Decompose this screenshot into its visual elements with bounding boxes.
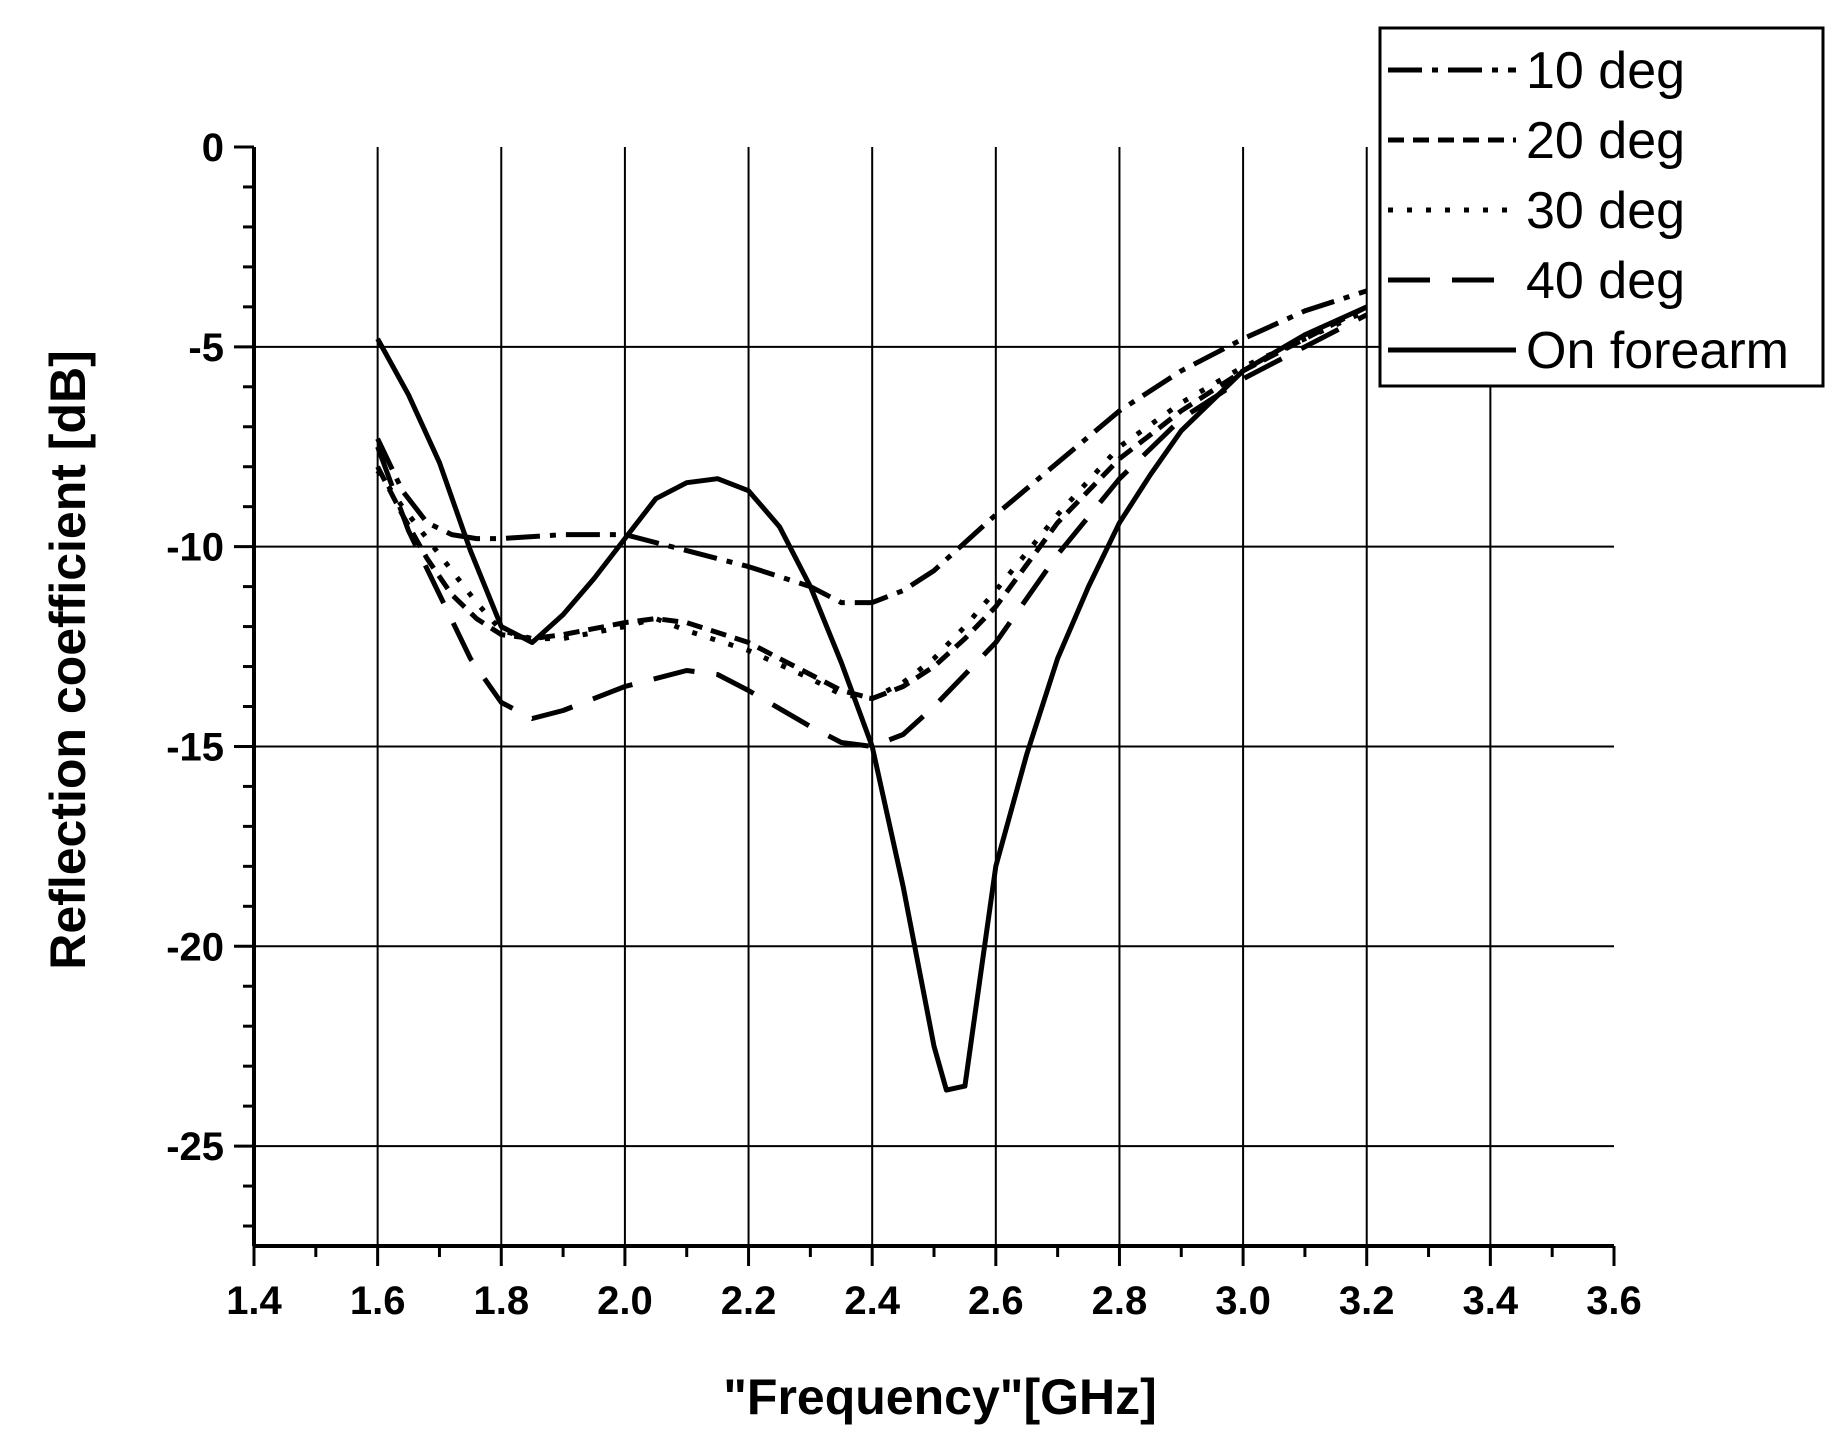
legend-label: 20 deg <box>1526 112 1685 170</box>
x-tick-label: 3.4 <box>1463 1279 1519 1323</box>
x-tick-label: 3.0 <box>1215 1279 1271 1323</box>
legend-label: 10 deg <box>1526 42 1685 100</box>
legend-box <box>1378 26 1825 388</box>
x-tick-label: 2.8 <box>1092 1279 1148 1323</box>
x-tick-label: 1.8 <box>473 1279 529 1323</box>
y-axis-title: Reflection coefficient [dB] <box>40 350 96 969</box>
x-tick-label: 3.2 <box>1339 1279 1395 1323</box>
series-line-20-deg <box>375 304 1368 701</box>
y-tick-label: 0 <box>202 126 224 170</box>
x-tick-label: 3.6 <box>1586 1279 1642 1323</box>
x-tick-label: 2.4 <box>844 1279 900 1323</box>
legend-label: 30 deg <box>1526 182 1685 240</box>
legend: 10 deg 20 deg 30 deg 40 deg On forearm <box>1378 26 1825 388</box>
x-tick-label: 2.2 <box>721 1279 777 1323</box>
axes-layer <box>234 145 1616 1266</box>
series-layer <box>375 288 1368 1093</box>
y-tick-label: -5 <box>188 326 224 370</box>
series-line-40-deg <box>375 312 1368 749</box>
x-tick-label: 1.6 <box>350 1279 406 1323</box>
tick-labels: 1.4 1.6 1.8 2.0 2.2 2.4 2.6 2.8 3.0 3.2 3.4 3.6 0 -5 -… <box>166 126 1642 1323</box>
y-tick-label: -20 <box>166 925 224 969</box>
y-tick-label: -10 <box>166 526 224 570</box>
x-axis-title: "Frequency"[GHz] <box>723 1369 1157 1425</box>
y-tick-label: -15 <box>166 725 224 769</box>
x-tick-label: 1.4 <box>226 1279 282 1323</box>
y-tick-label: -25 <box>166 1125 224 1169</box>
legend-label: 40 deg <box>1526 252 1685 310</box>
x-tick-label: 2.0 <box>597 1279 653 1323</box>
series-line-on-forearm <box>375 304 1368 1093</box>
legend-label: On forearm <box>1526 322 1789 380</box>
x-tick-label: 2.6 <box>968 1279 1024 1323</box>
